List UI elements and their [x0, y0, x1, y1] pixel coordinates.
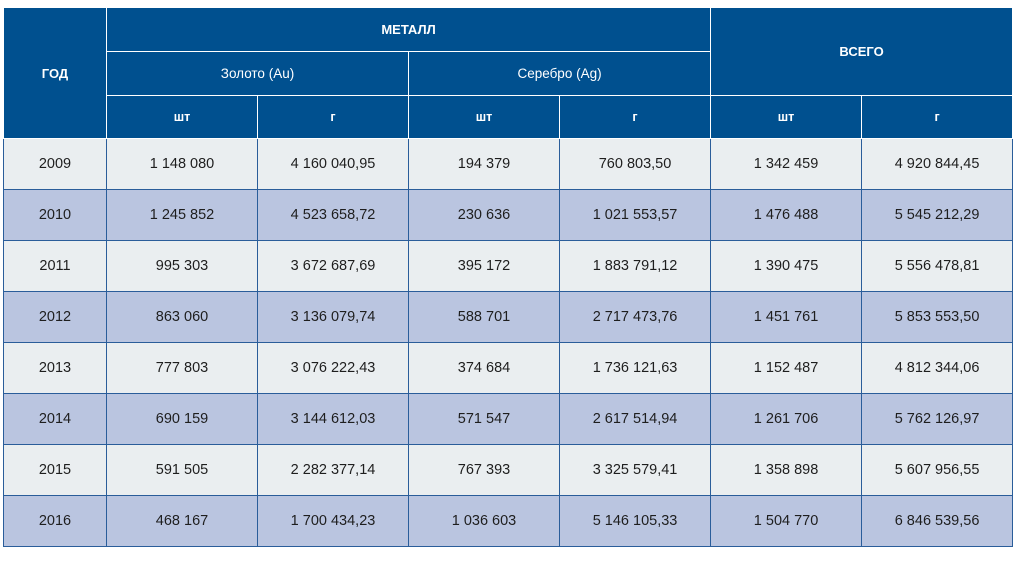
cell-total-pcs: 1 451 761: [710, 291, 863, 343]
cell-total-pcs: 1 476 488: [710, 189, 863, 241]
cell-total-pcs: 1 390 475: [710, 240, 863, 292]
cell-silver-g: 1 021 553,57: [558, 189, 712, 241]
cell-total-g: 4 812 344,06: [861, 342, 1014, 394]
cell-total-g: 5 607 956,55: [861, 444, 1014, 496]
cell-silver-g: 3 325 579,41: [558, 444, 712, 496]
table-row: 2009 1 148 080 4 160 040,95 194 379 760 …: [3, 138, 1014, 190]
header-unit-gold-g: г: [257, 95, 409, 139]
cell-total-g: 5 762 126,97: [861, 393, 1014, 445]
cell-year: 2010: [3, 189, 107, 241]
cell-total-pcs: 1 342 459: [710, 138, 863, 190]
header-unit-gold-pcs: шт: [106, 95, 258, 139]
cell-gold-pcs: 690 159: [106, 393, 258, 445]
cell-year: 2013: [3, 342, 107, 394]
cell-gold-pcs: 777 803: [106, 342, 258, 394]
cell-total-g: 5 853 553,50: [861, 291, 1014, 343]
cell-gold-pcs: 591 505: [106, 444, 258, 496]
cell-gold-pcs: 863 060: [106, 291, 258, 343]
cell-gold-g: 3 144 612,03: [257, 393, 409, 445]
header-year: ГОД: [3, 7, 107, 139]
cell-gold-g: 1 700 434,23: [257, 495, 409, 547]
data-table: ГОД МЕТАЛЛ ВСЕГО Золото (Au) Серебро (Ag…: [3, 7, 1014, 547]
cell-silver-pcs: 571 547: [408, 393, 560, 445]
cell-total-g: 5 556 478,81: [861, 240, 1014, 292]
cell-year: 2016: [3, 495, 107, 547]
table-row: 2015 591 505 2 282 377,14 767 393 3 325 …: [3, 444, 1014, 496]
header-gold: Золото (Au): [106, 51, 409, 96]
cell-gold-g: 2 282 377,14: [257, 444, 409, 496]
cell-silver-g: 2 617 514,94: [558, 393, 712, 445]
cell-silver-pcs: 767 393: [408, 444, 560, 496]
cell-gold-g: 3 672 687,69: [257, 240, 409, 292]
header-metal: МЕТАЛЛ: [105, 7, 712, 52]
header-total: ВСЕГО: [710, 7, 1014, 96]
table-row: 2012 863 060 3 136 079,74 588 701 2 717 …: [3, 291, 1014, 343]
cell-total-g: 4 920 844,45: [861, 138, 1014, 190]
header-unit-total-g: г: [861, 95, 1014, 139]
cell-silver-pcs: 374 684: [408, 342, 560, 394]
cell-gold-pcs: 1 148 080: [106, 138, 258, 190]
cell-total-g: 5 545 212,29: [861, 189, 1014, 241]
cell-total-pcs: 1 504 770: [710, 495, 863, 547]
table-body: 2009 1 148 080 4 160 040,95 194 379 760 …: [3, 138, 1014, 547]
cell-total-pcs: 1 261 706: [710, 393, 863, 445]
header-unit-silver-pcs: шт: [408, 95, 560, 139]
cell-gold-g: 4 160 040,95: [257, 138, 409, 190]
header-silver: Серебро (Ag): [407, 51, 712, 96]
cell-gold-g: 3 136 079,74: [257, 291, 409, 343]
table-row: 2011 995 303 3 672 687,69 395 172 1 883 …: [3, 240, 1014, 292]
table-row: 2010 1 245 852 4 523 658,72 230 636 1 02…: [3, 189, 1014, 241]
cell-year: 2012: [3, 291, 107, 343]
cell-gold-g: 4 523 658,72: [257, 189, 409, 241]
table-row: 2014 690 159 3 144 612,03 571 547 2 617 …: [3, 393, 1014, 445]
cell-silver-pcs: 1 036 603: [408, 495, 560, 547]
cell-gold-g: 3 076 222,43: [257, 342, 409, 394]
cell-year: 2014: [3, 393, 107, 445]
cell-total-pcs: 1 152 487: [710, 342, 863, 394]
header-unit-total-pcs: шт: [710, 95, 863, 139]
table-header: ГОД МЕТАЛЛ ВСЕГО Золото (Au) Серебро (Ag…: [3, 7, 1014, 139]
cell-gold-pcs: 468 167: [106, 495, 258, 547]
cell-silver-g: 760 803,50: [558, 138, 712, 190]
cell-year: 2011: [3, 240, 107, 292]
table-row: 2013 777 803 3 076 222,43 374 684 1 736 …: [3, 342, 1014, 394]
cell-total-pcs: 1 358 898: [710, 444, 863, 496]
cell-silver-g: 1 736 121,63: [558, 342, 712, 394]
table-row: 2016 468 167 1 700 434,23 1 036 603 5 14…: [3, 495, 1014, 547]
cell-silver-g: 1 883 791,12: [558, 240, 712, 292]
cell-silver-g: 5 146 105,33: [558, 495, 712, 547]
cell-total-g: 6 846 539,56: [861, 495, 1014, 547]
cell-silver-pcs: 395 172: [408, 240, 560, 292]
cell-year: 2009: [3, 138, 107, 190]
cell-silver-pcs: 194 379: [408, 138, 560, 190]
cell-year: 2015: [3, 444, 107, 496]
cell-gold-pcs: 995 303: [106, 240, 258, 292]
cell-gold-pcs: 1 245 852: [106, 189, 258, 241]
header-unit-silver-g: г: [558, 95, 712, 139]
cell-silver-g: 2 717 473,76: [558, 291, 712, 343]
cell-silver-pcs: 588 701: [408, 291, 560, 343]
cell-silver-pcs: 230 636: [408, 189, 560, 241]
